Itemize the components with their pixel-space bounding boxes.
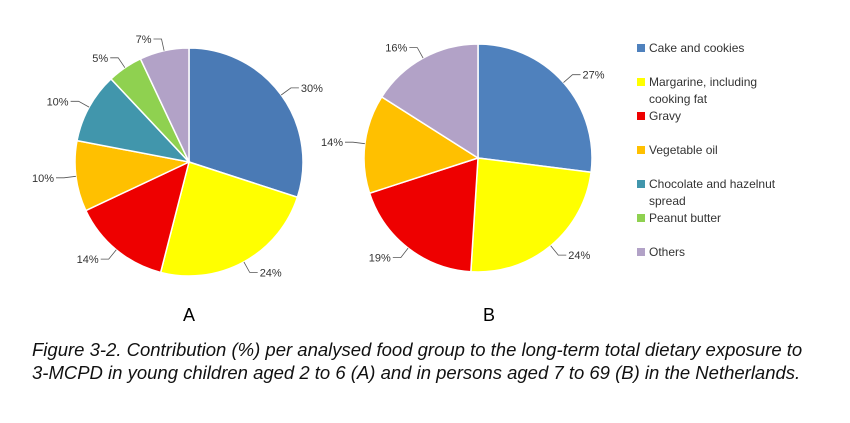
panel-label-a: A: [183, 305, 195, 325]
pie-a-leader-line: [110, 57, 126, 68]
pie-b-data-label: 24%: [568, 250, 590, 262]
legend-swatch-gravy: [637, 112, 645, 120]
legend-label: Cake and cookies: [649, 41, 744, 55]
pie-b-slice-gravy: [368, 156, 479, 273]
pie-a-leader-line: [70, 100, 90, 108]
panel-label-b: B: [483, 305, 495, 325]
pie-b-leader-line: [345, 141, 365, 145]
legend-label: Chocolate and hazelnut: [649, 177, 776, 191]
pie-b-leader-line: [550, 245, 567, 256]
legend-swatch-others: [637, 248, 645, 256]
pie-b-data-label: 14%: [321, 137, 343, 149]
pie-a-data-label: 24%: [260, 267, 282, 279]
legend-swatch-margarine-including-cooking-fat: [637, 78, 645, 86]
pie-b-leader-line: [409, 47, 424, 59]
pie-chart-b: 27% 24% 19% 14% 16%: [321, 43, 605, 273]
pie-b-data-label: 27%: [583, 70, 605, 82]
legend-swatch-cake-and-cookies: [637, 44, 645, 52]
legend-label: Gravy: [649, 109, 681, 123]
pie-a-leader-line: [56, 175, 76, 179]
pie-chart-a: 30% 24% 14% 10% 10% 5% 7%: [32, 34, 323, 279]
legend-label: Margarine, including: [649, 75, 757, 89]
pie-b-data-label: 19%: [369, 253, 391, 265]
legend-swatch-vegetable-oil: [637, 146, 645, 154]
pie-a-slice-chocolate-and-hazelnut-spread: [76, 77, 192, 164]
pie-a-slice-cake-and-cookies: [188, 47, 304, 199]
chart-legend: Cake and cookies Margarine, including cook…: [637, 41, 776, 259]
pie-a-slice-vegetable-oil: [74, 139, 192, 212]
legend-label: cooking fat: [649, 92, 708, 106]
legend-swatch-chocolate-and-hazelnut-spread: [637, 180, 645, 188]
legend-label: spread: [649, 194, 686, 208]
legend-label: Others: [649, 245, 685, 259]
pie-b-leader-line: [392, 247, 409, 259]
pie-a-leader-line: [280, 87, 299, 96]
pie-b-slice-cake-and-cookies: [477, 43, 593, 174]
pie-a-slice-others: [139, 47, 190, 163]
pie-b-slice-vegetable-oil: [363, 95, 480, 195]
pie-a-data-label: 30%: [301, 83, 323, 95]
pie-a-data-label: 5%: [92, 53, 108, 65]
pie-a-data-label: 7%: [136, 34, 152, 46]
legend-label: Peanut butter: [649, 211, 721, 225]
pie-a-data-label: 10%: [47, 96, 69, 108]
pie-a-data-label: 14%: [77, 254, 99, 266]
legend-swatch-peanut-butter: [637, 214, 645, 222]
legend-label: Vegetable oil: [649, 143, 718, 157]
figure-canvas: 30% 24% 14% 10% 10% 5% 7% 27% 24% 19% 14% 16% Cake…: [32, 34, 776, 325]
pie-b-leader-line: [563, 74, 581, 83]
figure-caption: Figure 3-2. Contribution (%) per analyse…: [32, 339, 803, 383]
pie-a-data-label: 10%: [32, 173, 54, 185]
pie-b-data-label: 16%: [385, 43, 407, 55]
pie-a-leader-line: [153, 38, 165, 51]
pie-b-slice-others: [380, 43, 479, 160]
pie-a-leader-line: [243, 261, 258, 273]
pie-a-leader-line: [100, 249, 117, 260]
